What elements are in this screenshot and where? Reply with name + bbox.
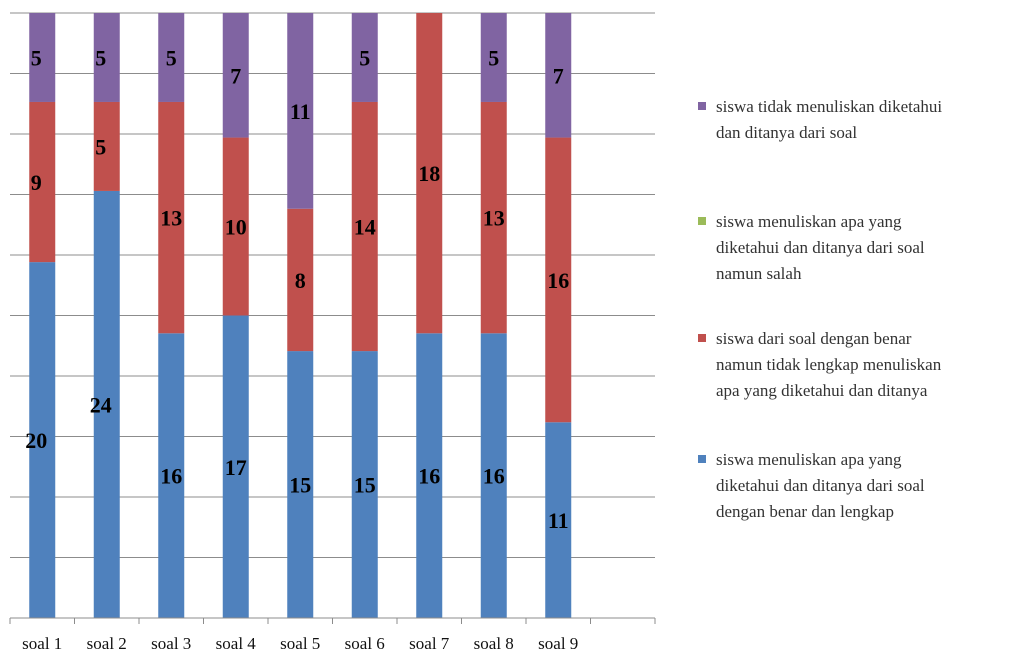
- legend-label: siswa menuliskan apa yang: [716, 450, 902, 469]
- data-label: 9: [31, 170, 42, 195]
- x-tick-label: soal 3: [151, 634, 191, 653]
- data-label: 16: [418, 464, 440, 489]
- data-label: 16: [547, 268, 569, 293]
- bar-segment: [222, 137, 249, 316]
- legend-label: siswa dari soal dengan benar: [716, 329, 912, 348]
- bar-segment: [93, 101, 120, 191]
- x-tick-label: soal 9: [538, 634, 578, 653]
- legend-swatch: [698, 217, 706, 225]
- data-label: 16: [483, 464, 505, 489]
- data-label: 5: [488, 45, 499, 70]
- data-label: 5: [95, 45, 106, 70]
- legend-label: diketahui dan ditanya dari soal: [716, 238, 925, 257]
- legend-swatch: [698, 334, 706, 342]
- legend-label: siswa tidak menuliskan diketahui: [716, 97, 942, 116]
- legend-swatch: [698, 102, 706, 110]
- data-label: 10: [225, 215, 247, 240]
- legend-label: dengan benar dan lengkap: [716, 502, 894, 521]
- legend-label: namun salah: [716, 264, 802, 283]
- legend-item: siswa menuliskan apa yang diketahui dan d…: [698, 450, 925, 521]
- data-label: 16: [160, 464, 182, 489]
- bar-segment: [416, 13, 443, 334]
- legend: siswa tidak menuliskan diketahui dan dita…: [698, 97, 942, 521]
- data-label: 11: [290, 99, 311, 124]
- x-tick-label: soal 7: [409, 634, 450, 653]
- bar-segment: [480, 101, 507, 334]
- bar-segment: [158, 333, 185, 618]
- bar-segment: [545, 13, 572, 138]
- bar-segment: [29, 13, 56, 102]
- x-tick-label: soal 5: [280, 634, 320, 653]
- bar-segment: [93, 13, 120, 102]
- legend-label: siswa menuliskan apa yang: [716, 212, 902, 231]
- x-tick-label: soal 2: [87, 634, 127, 653]
- bar-segment: [29, 101, 56, 263]
- data-label: 5: [359, 45, 370, 70]
- data-label: 20: [25, 428, 47, 453]
- bar-segment: [287, 13, 314, 209]
- bar-segment: [29, 262, 56, 618]
- data-label: 5: [166, 45, 177, 70]
- data-label: 15: [289, 473, 311, 498]
- x-tick-label: soal 8: [474, 634, 514, 653]
- data-label: 7: [230, 63, 241, 88]
- bar-segment: [287, 208, 314, 352]
- legend-label: dan ditanya dari soal: [716, 123, 857, 142]
- legend-label: apa yang diketahui dan ditanya: [716, 381, 928, 400]
- data-label: 13: [160, 206, 182, 231]
- bar-segment: [480, 333, 507, 618]
- data-label: 8: [295, 268, 306, 293]
- data-label: 18: [418, 161, 440, 186]
- x-tick-label: soal 6: [345, 634, 385, 653]
- legend-item: siswa tidak menuliskan diketahui dan dita…: [698, 97, 942, 142]
- data-label: 11: [548, 508, 569, 533]
- data-label: 15: [354, 473, 376, 498]
- x-tick-label: soal 1: [22, 634, 62, 653]
- data-label: 13: [483, 206, 505, 231]
- legend-item: siswa dari soal dengan benar namun tidak …: [698, 329, 942, 400]
- bar-segment: [480, 13, 507, 102]
- bar-segment: [545, 137, 572, 423]
- x-axis: soal 1 soal 2 soal 3 soal 4 soal 5 soal 6 soal…: [9, 617, 656, 653]
- bar-segment: [222, 315, 249, 618]
- bar-segment: [158, 13, 185, 102]
- data-label: 14: [354, 215, 376, 240]
- bar-segment: [351, 351, 378, 618]
- bar-segment: [545, 422, 572, 618]
- data-label: 17: [225, 455, 247, 480]
- legend-label: diketahui dan ditanya dari soal: [716, 476, 925, 495]
- bar-segment: [287, 351, 314, 618]
- legend-item: siswa menuliskan apa yang diketahui dan d…: [698, 212, 925, 283]
- data-label: 5: [95, 134, 106, 159]
- bar-segment: [93, 190, 120, 619]
- bar-segment: [351, 13, 378, 102]
- bar-segment: [351, 101, 378, 352]
- legend-label: namun tidak lengkap menuliskan: [716, 355, 942, 374]
- data-labels: 20 9 5 24 5 5 16 13 5 17 10 7 15 8 11 15 14 5 16 18 16 13 5 11 1…: [25, 45, 569, 533]
- bar-segment: [416, 333, 443, 618]
- data-label: 24: [90, 392, 112, 417]
- data-label: 5: [31, 45, 42, 70]
- bar-segment: [222, 13, 249, 138]
- x-tick-label: soal 4: [216, 634, 257, 653]
- bar-segment: [158, 101, 185, 334]
- data-label: 7: [553, 63, 564, 88]
- bars: [29, 13, 572, 619]
- legend-swatch: [698, 455, 706, 463]
